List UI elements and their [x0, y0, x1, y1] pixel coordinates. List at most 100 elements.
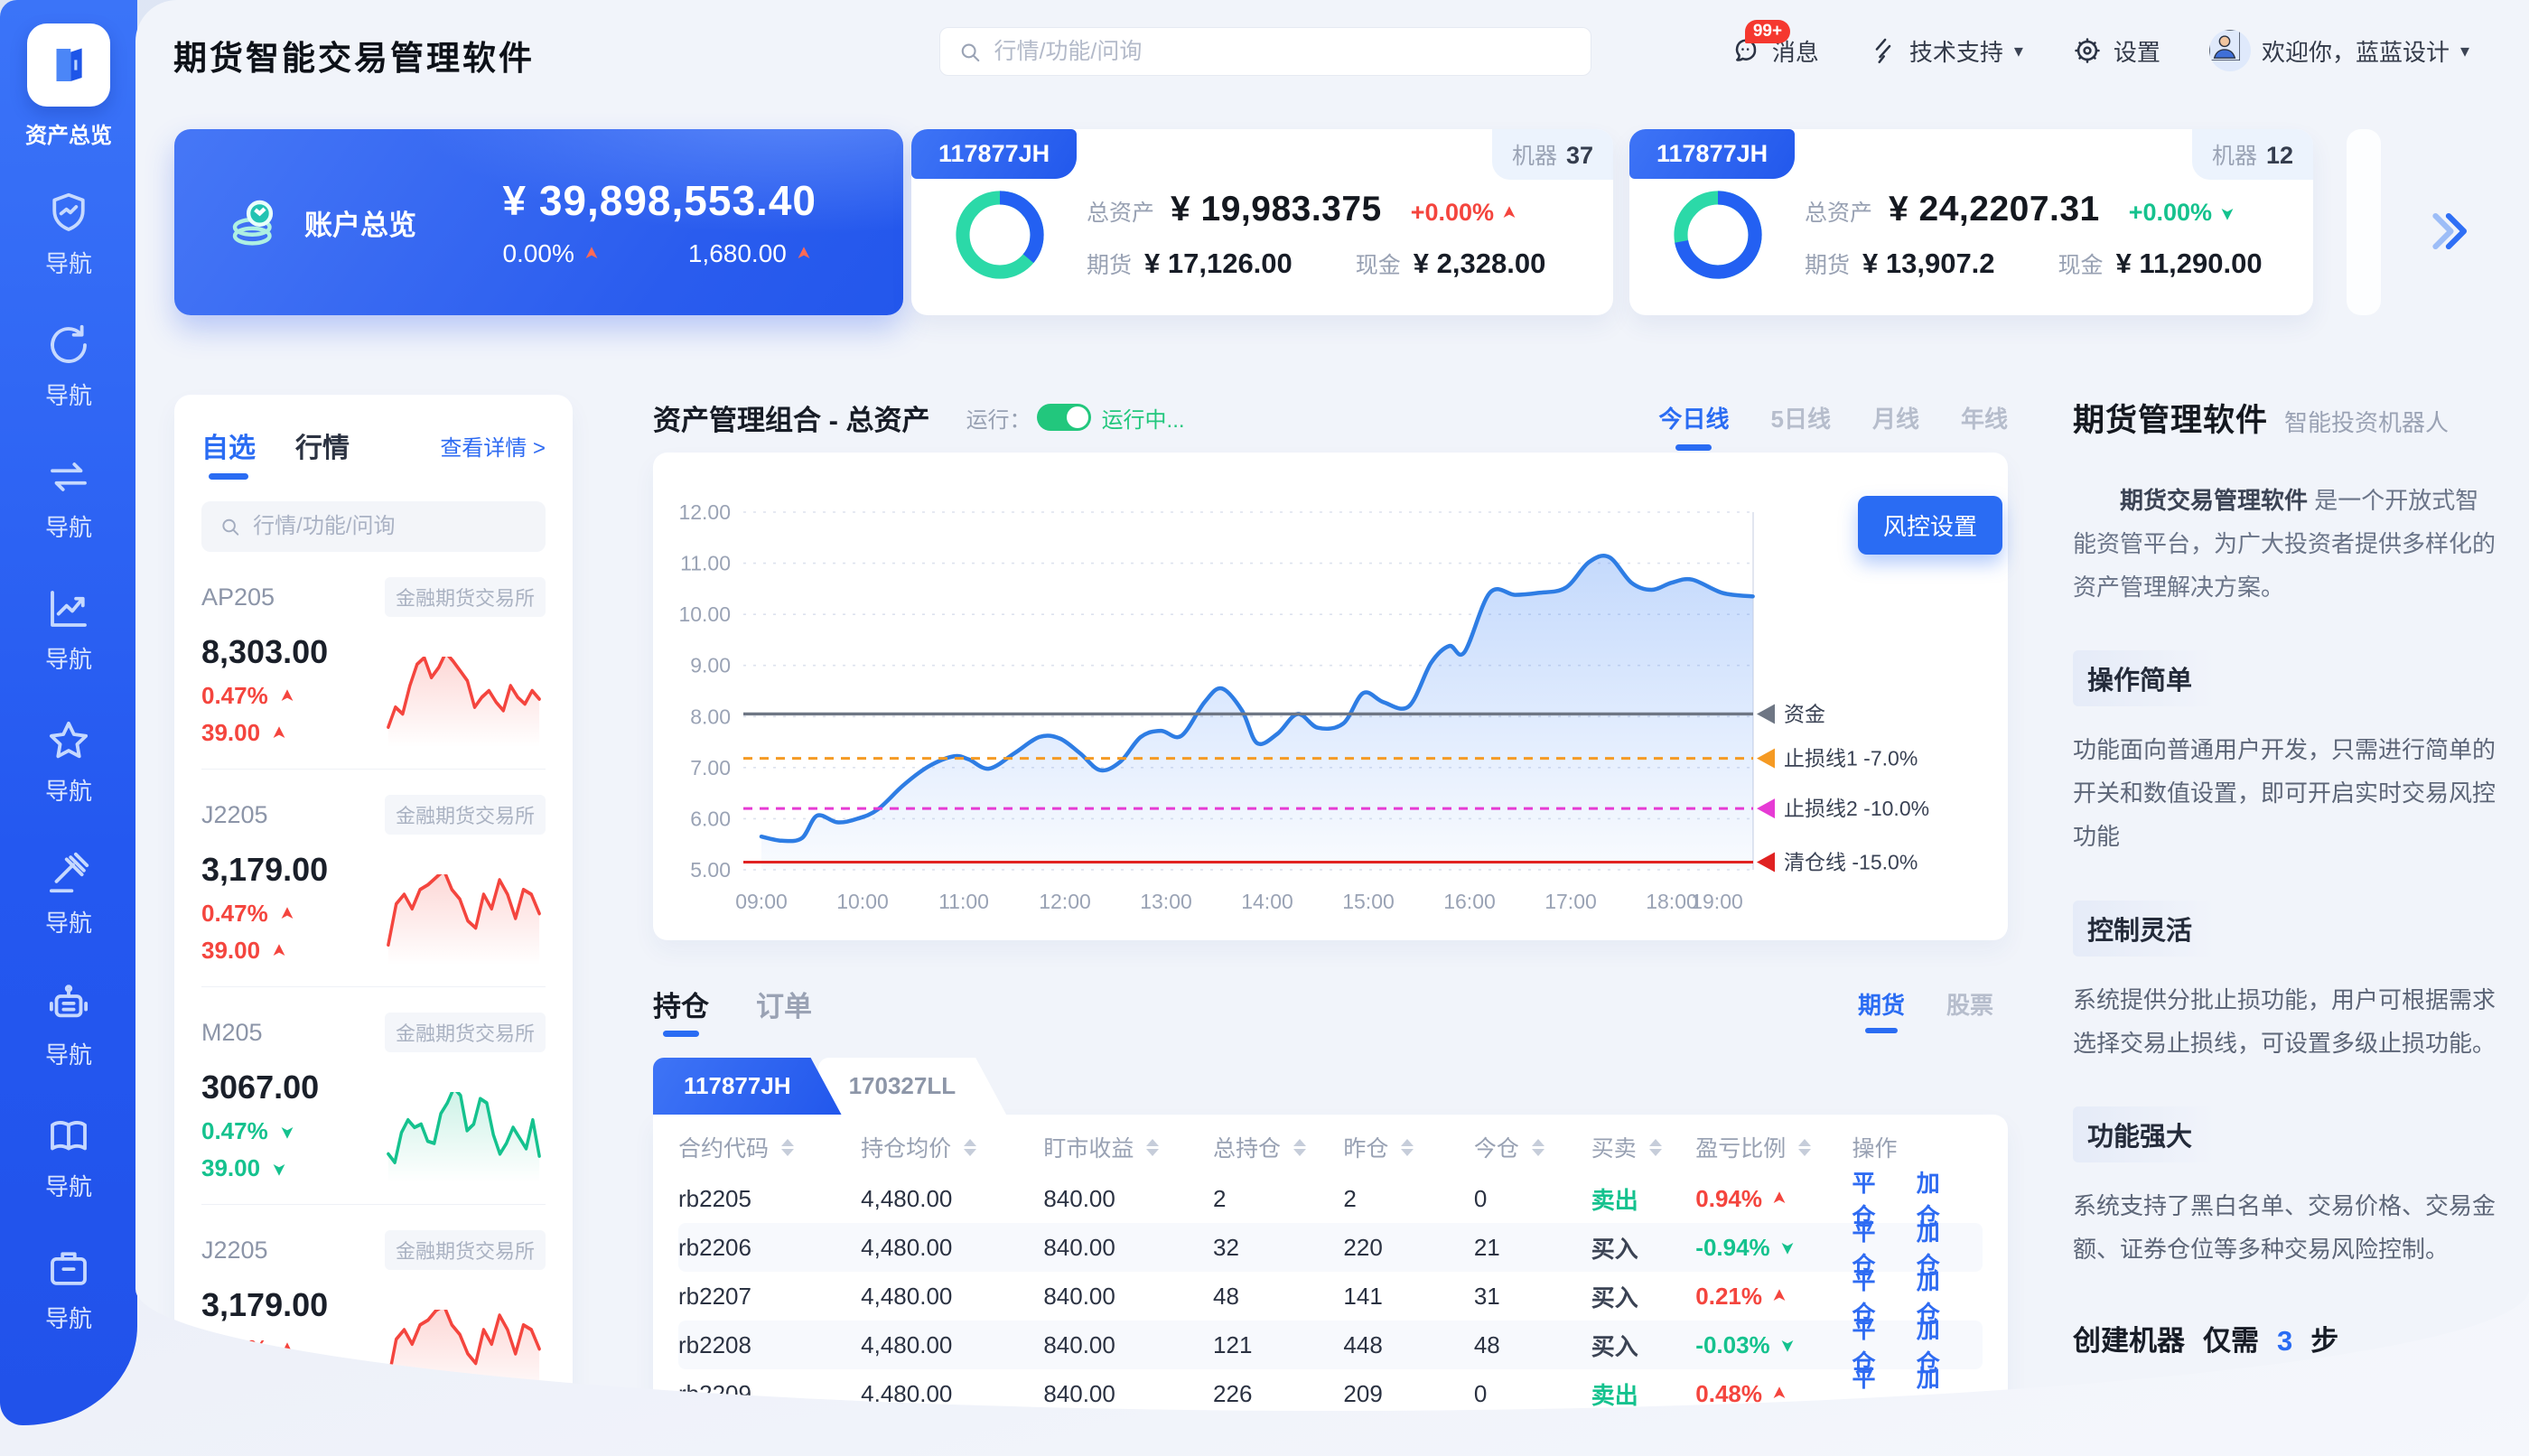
support-menu[interactable]: 技术支持 ▾ — [1868, 34, 2023, 68]
sidebar: 资产总览 导航 导航 导航 导航 导航 导航 导航 导航 导航 — [0, 0, 137, 1425]
period-tab-1[interactable]: 5日线 — [1770, 405, 1831, 433]
account-tab-active[interactable]: 117877JH — [653, 1058, 842, 1115]
close-position-link[interactable]: 平仓 — [1852, 1170, 1876, 1230]
promo-intro: 期货交易管理软件 是一个开放式智能资管平台，为广大投资者提供多样化的资产管理解决… — [2073, 487, 2496, 602]
messages-button[interactable]: 99+ 消息 — [1731, 19, 1819, 68]
pnl-ratio: -0.03% — [1695, 1330, 1770, 1358]
gear-icon — [2072, 35, 2103, 66]
topbar-actions: 99+ 消息 技术支持 ▾ 设置 欢迎你，蓝蓝设计 ▾ — [1731, 0, 2469, 101]
contract-code: J2205 — [201, 800, 268, 828]
futures-value: ¥ 13,907.2 — [1862, 247, 1995, 279]
sidebar-item-label: 导航 — [44, 910, 92, 937]
watchlist-search-input[interactable] — [253, 514, 527, 539]
contract-code: J2205 — [201, 1236, 268, 1264]
add-position-link[interactable]: 加仓 — [1916, 1365, 1940, 1411]
cell: 840.00 — [1043, 1379, 1115, 1407]
sidebar-item-sync[interactable]: 导航 — [44, 321, 93, 411]
feature-heading: 控制灵活 — [2073, 900, 2216, 957]
sidebar-item-trend[interactable]: 导航 — [44, 584, 93, 675]
cell: 209 — [1343, 1379, 1383, 1407]
tab-stocks[interactable]: 股票 — [1946, 991, 1993, 1019]
sidebar-item-label: 导航 — [44, 514, 92, 541]
close-position-link[interactable]: 平仓 — [1852, 1365, 1876, 1411]
sidebar-item-swap[interactable]: 导航 — [44, 453, 93, 543]
column-header-6: 买卖 — [1591, 1131, 1696, 1163]
feature-body: 功能面向普通用户开发，只需进行简单的开关和数值设置，即可开启实时交易风控功能 — [2073, 736, 2496, 851]
check-circle-icon — [2427, 1398, 2483, 1411]
cell: rb2208 — [678, 1330, 751, 1358]
account-tab[interactable]: 170327LL — [818, 1058, 1007, 1115]
account-overview-title: 账户总览 — [304, 209, 416, 241]
carousel-next-button[interactable] — [2416, 200, 2481, 265]
tab-futures[interactable]: 期货 — [1858, 987, 1905, 1021]
user-menu[interactable]: 欢迎你，蓝蓝设计 ▾ — [2208, 30, 2469, 71]
watchlist-item[interactable]: AP205 金融期货交易所 8,303.00 0.47% 39.00 — [201, 552, 546, 770]
account-overview-card[interactable]: 账户总览 ¥ 39,898,553.40 0.00% 1,680.00 — [174, 129, 903, 315]
side-label: 买入 — [1591, 1283, 1638, 1311]
tab-quotes[interactable]: 行情 — [295, 434, 350, 463]
side-label: 卖出 — [1591, 1186, 1638, 1214]
sort-icon[interactable] — [1293, 1138, 1307, 1156]
robot-account-card[interactable]: 117877JH 机器 12 总资产 ¥ 24,2207.31 +0.00% 期货… — [1629, 129, 2313, 315]
sort-icon[interactable] — [1531, 1138, 1544, 1156]
sidebar-item-gavel[interactable]: 导航 — [44, 848, 93, 938]
cash-label: 现金 — [1355, 253, 1401, 278]
watchlist-item[interactable]: J2205 金融期货交易所 3,179.00 0.47% 39.00 — [201, 1205, 546, 1411]
run-toggle[interactable] — [1036, 404, 1091, 431]
table-body: rb2205 4,480.00 840.00 2 2 0 卖出 0.94% 平仓 加仓 rb2206… — [678, 1170, 1983, 1411]
view-details-link[interactable]: 查看详情 > — [440, 435, 546, 461]
sidebar-item-star[interactable]: 导航 — [44, 716, 93, 807]
svg-text:11:00: 11:00 — [938, 890, 989, 913]
sort-icon[interactable] — [1798, 1138, 1812, 1156]
global-search-input[interactable] — [994, 38, 1572, 65]
column-header-4: 昨仓 — [1343, 1131, 1473, 1163]
add-position-link[interactable]: 加仓 — [1916, 1170, 1940, 1230]
sparkline-chart — [382, 626, 546, 747]
tab-orders[interactable]: 订单 — [756, 990, 812, 1022]
svg-text:18:00: 18:00 — [1646, 890, 1698, 913]
svg-text:8.00: 8.00 — [690, 705, 731, 728]
book-icon — [44, 1112, 93, 1161]
close-position-link[interactable]: 平仓 — [1852, 1218, 1876, 1279]
risk-settings-button[interactable]: 风控设置 — [1857, 496, 2002, 555]
feature-body: 系统提供分批止损功能，用户可根据需求选择交易止损线，可设置多级止损功能。 — [2073, 985, 2496, 1057]
sort-icon[interactable] — [964, 1138, 977, 1156]
sidebar-item-book[interactable]: 导航 — [44, 1112, 93, 1202]
exchange-tag: 金融期货交易所 — [384, 1013, 546, 1052]
price: 8,303.00 — [201, 633, 329, 670]
machine-count-badge: 机器 37 — [1491, 129, 1613, 180]
robot-account-card[interactable]: 117877JH 机器 37 总资产 ¥ 19,983.375 +0.00% 期货… — [911, 129, 1613, 315]
tab-watchlist[interactable]: 自选 — [201, 425, 256, 465]
watchlist-item[interactable]: J2205 金融期货交易所 3,179.00 0.47% 39.00 — [201, 770, 546, 987]
sort-icon[interactable] — [1648, 1138, 1662, 1156]
close-position-link[interactable]: 平仓 — [1852, 1267, 1876, 1328]
watchlist-item[interactable]: M205 金融期货交易所 3067.00 0.47% 39.00 — [201, 987, 546, 1205]
sidebar-item-asset-overview[interactable]: 资产总览 — [25, 23, 112, 149]
svg-text:7.00: 7.00 — [690, 756, 731, 779]
pct-change: 0.47% — [201, 1117, 268, 1144]
messages-badge: 99+ — [1744, 19, 1791, 43]
cell: 840.00 — [1043, 1233, 1115, 1261]
svg-text:15:00: 15:00 — [1342, 890, 1395, 913]
settings-button[interactable]: 设置 — [2072, 34, 2160, 68]
close-position-link[interactable]: 平仓 — [1852, 1316, 1876, 1377]
feature-body: 系统支持了黑白名单、交易价格、交易金额、证券仓位等多种交易风险控制。 — [2073, 1191, 2496, 1263]
sort-icon[interactable] — [1146, 1138, 1160, 1156]
sort-icon[interactable] — [781, 1138, 795, 1156]
table-row: rb2206 4,480.00 840.00 32 220 21 买入 -0.94% 平仓 加仓 — [678, 1218, 1983, 1279]
period-tab-0[interactable]: 今日线 — [1658, 401, 1729, 434]
asset-donut-chart — [956, 191, 1044, 279]
sort-icon[interactable] — [1401, 1138, 1414, 1156]
period-tab-2[interactable]: 月线 — [1871, 405, 1919, 433]
period-tab-3[interactable]: 年线 — [1960, 405, 2008, 433]
tab-positions[interactable]: 持仓 — [653, 984, 709, 1024]
add-position-link[interactable]: 加仓 — [1916, 1267, 1940, 1328]
sidebar-item-briefcase[interactable]: 导航 — [44, 1244, 93, 1334]
sidebar-item-shield[interactable]: 导航 — [44, 189, 93, 279]
add-position-link[interactable]: 加仓 — [1916, 1218, 1940, 1279]
cell: 448 — [1343, 1330, 1383, 1358]
sidebar-item-robot[interactable]: 导航 — [44, 980, 93, 1070]
grid-icon — [2089, 1398, 2145, 1411]
bolt-icon — [1868, 35, 1899, 66]
add-position-link[interactable]: 加仓 — [1916, 1316, 1940, 1377]
